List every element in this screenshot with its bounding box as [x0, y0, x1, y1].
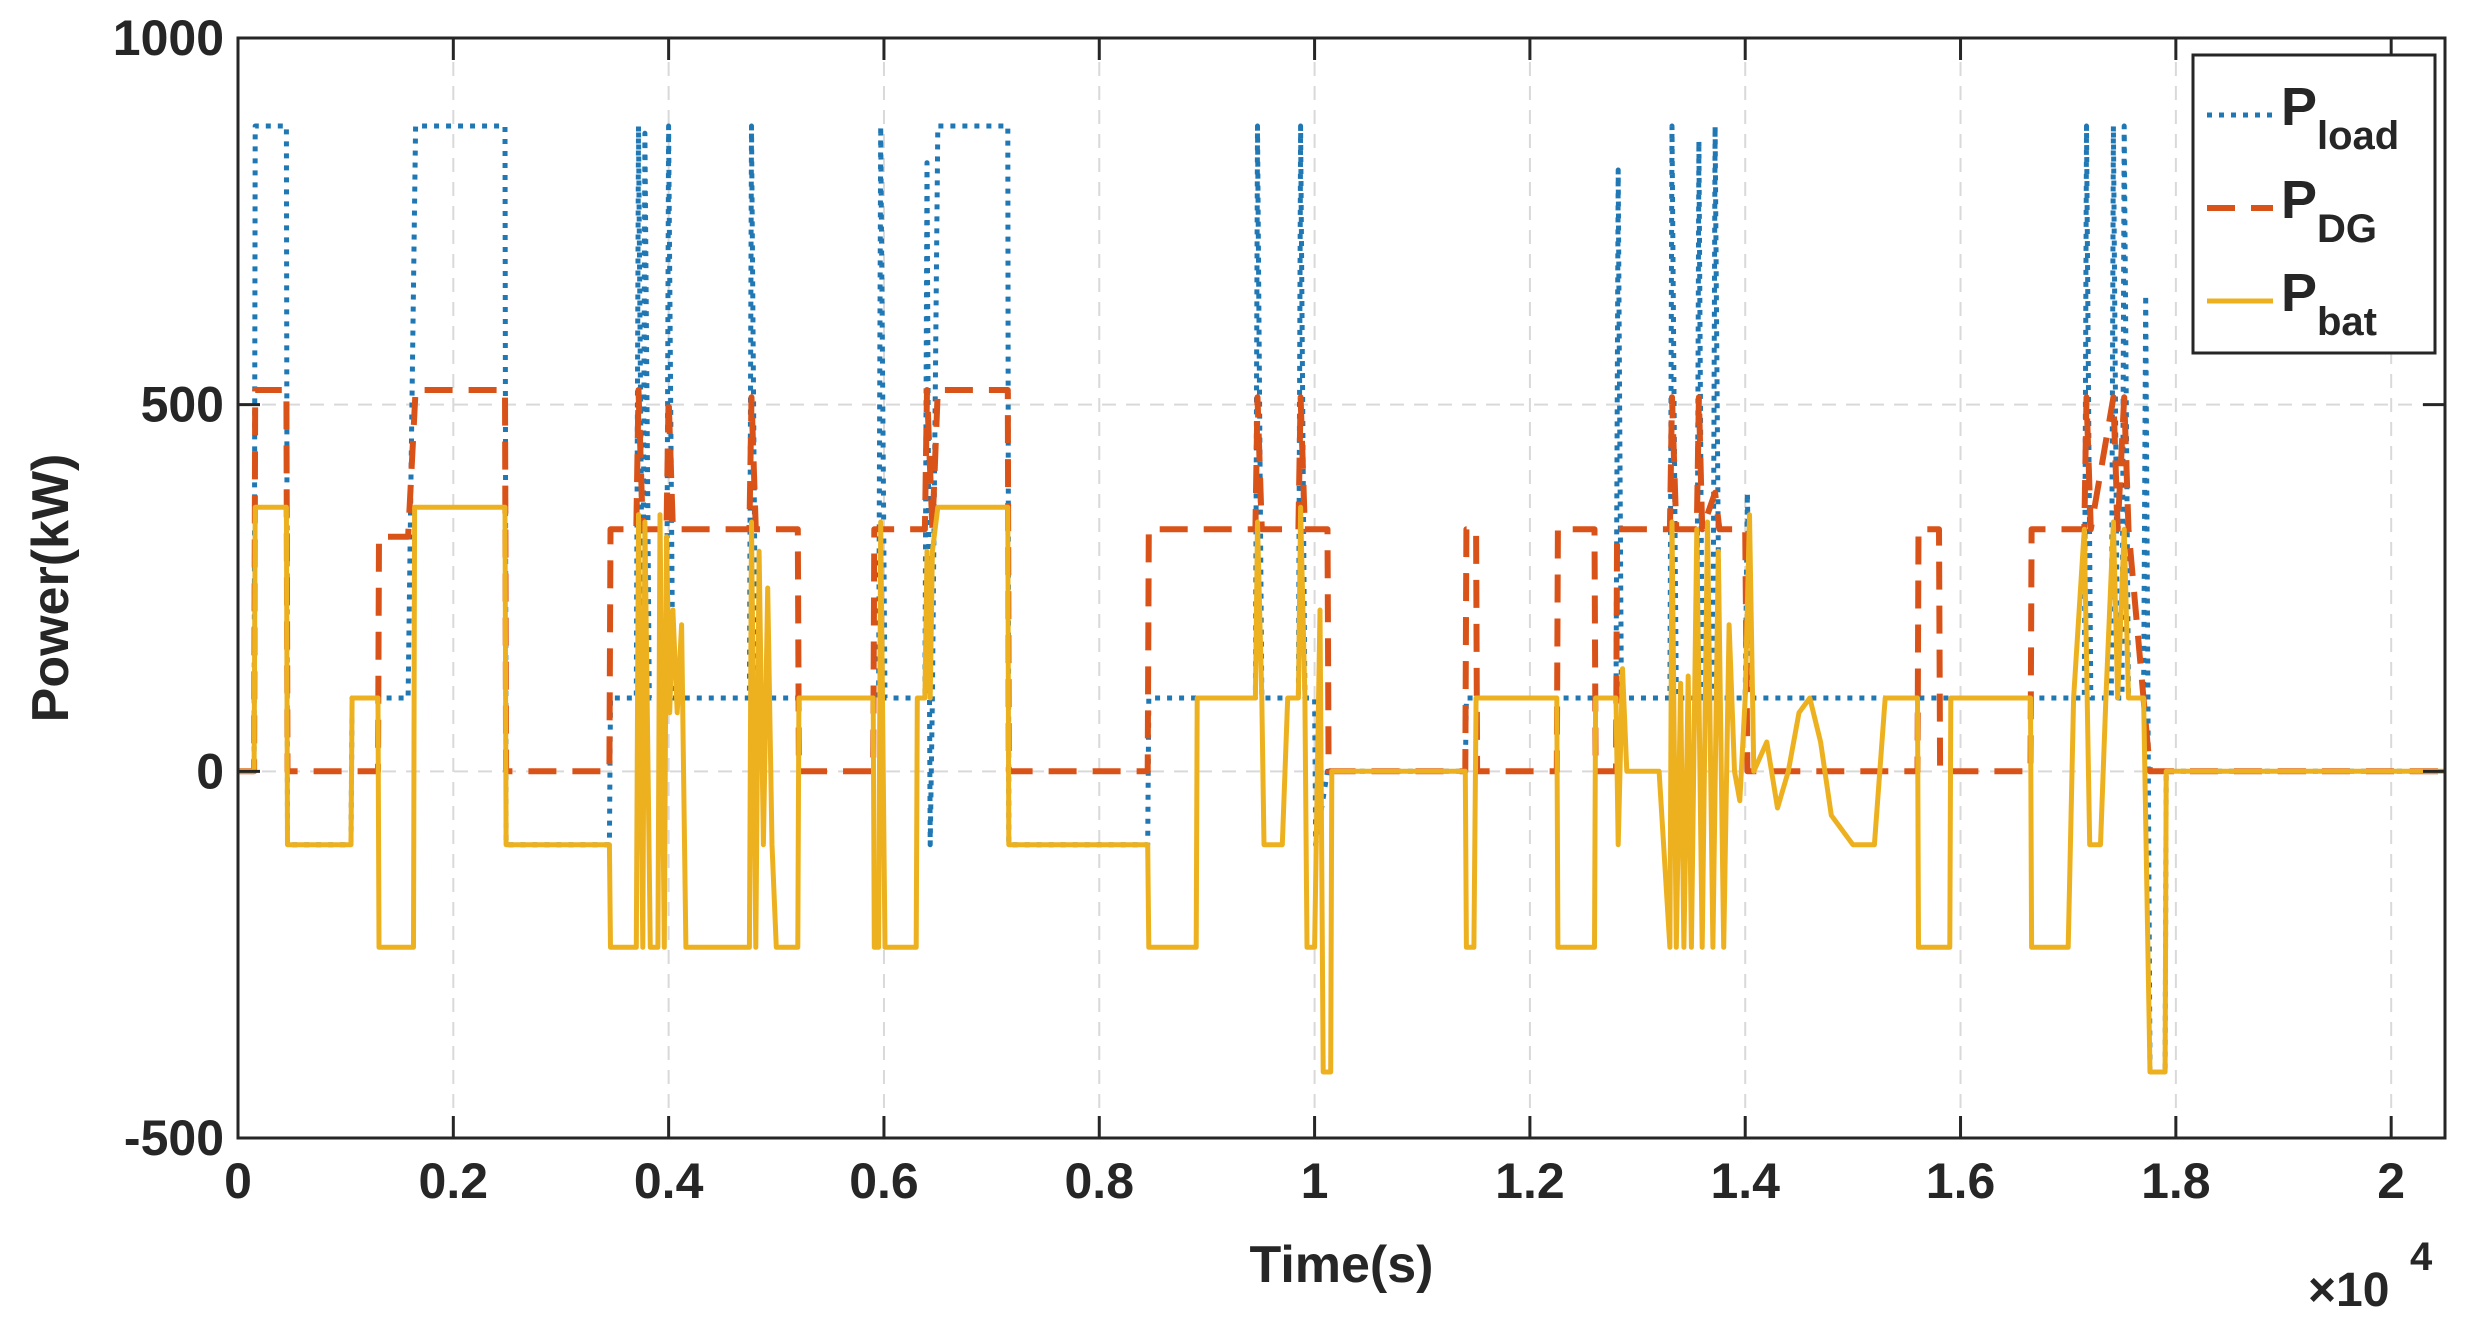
x-tick-label: 1.2 — [1495, 1153, 1565, 1209]
x-exponent-base: ×10 — [2308, 1264, 2389, 1317]
legend-label-bat: P — [2281, 263, 2317, 323]
x-tick-label: 0 — [224, 1153, 252, 1209]
series-lines — [238, 123, 2445, 1075]
x-tick-label: 0.4 — [634, 1153, 704, 1209]
x-tick-label: 2 — [2377, 1153, 2405, 1209]
legend-sublabel-bat: bat — [2317, 300, 2377, 344]
y-tick-label: 1000 — [113, 10, 224, 66]
axes — [236, 36, 2447, 1140]
series-line-p-dg — [238, 387, 2445, 775]
series-line-p-load — [238, 123, 2445, 1075]
x-tick-label: 1.4 — [1710, 1153, 1780, 1209]
y-tick-label: 0 — [196, 743, 224, 799]
legend-sublabel-load: load — [2317, 114, 2399, 158]
x-tick-label: 0.2 — [419, 1153, 489, 1209]
legend-label-dg: P — [2281, 170, 2317, 230]
legend-sublabel-dg: DG — [2317, 207, 2377, 251]
y-tick-label: 500 — [141, 377, 224, 433]
x-exponent: ×10 4 — [2308, 1235, 2433, 1317]
x-tick-label: 1 — [1301, 1153, 1329, 1209]
x-tick-label: 1.6 — [1926, 1153, 1996, 1209]
y-axis-label: Power(kW) — [22, 454, 80, 723]
y-tick-label: -500 — [124, 1110, 224, 1166]
x-axis-label: Time(s) — [1250, 1236, 1434, 1294]
grid-lines — [238, 38, 2445, 1138]
x-tick-label: 1.8 — [2141, 1153, 2211, 1209]
plot-frame — [236, 36, 2447, 1140]
series-line-p-bat — [238, 504, 2445, 1075]
legend-label-load: P — [2281, 77, 2317, 137]
x-tick-label: 0.8 — [1065, 1153, 1135, 1209]
x-tick-label: 0.6 — [849, 1153, 919, 1209]
x-exponent-power: 4 — [2410, 1235, 2433, 1279]
